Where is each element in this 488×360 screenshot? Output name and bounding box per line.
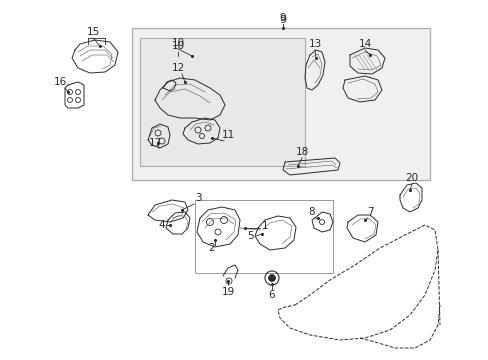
Text: 6: 6: [268, 290, 275, 300]
Text: 18: 18: [295, 147, 308, 157]
Text: 11: 11: [221, 130, 234, 140]
Text: 8: 8: [308, 207, 315, 217]
Text: 5: 5: [246, 231, 253, 241]
Text: 7: 7: [366, 207, 372, 217]
Text: 12: 12: [171, 63, 184, 73]
Circle shape: [268, 274, 275, 282]
Text: 1: 1: [261, 221, 268, 231]
Text: 3: 3: [194, 193, 201, 203]
Bar: [132, 28, 429, 180]
Text: 9: 9: [279, 13, 286, 23]
Text: 20: 20: [405, 173, 418, 183]
Text: 16: 16: [53, 77, 66, 87]
Text: 17: 17: [148, 138, 162, 148]
Text: 15: 15: [86, 27, 100, 37]
Text: 10: 10: [171, 38, 184, 48]
Bar: [140, 38, 305, 166]
Text: 13: 13: [308, 39, 321, 49]
Text: 10: 10: [171, 41, 184, 51]
Bar: [195, 200, 332, 273]
Text: 9: 9: [279, 15, 286, 25]
Text: 14: 14: [358, 39, 371, 49]
Text: 19: 19: [221, 287, 234, 297]
Text: 4: 4: [159, 220, 165, 230]
Text: 2: 2: [208, 243, 215, 253]
